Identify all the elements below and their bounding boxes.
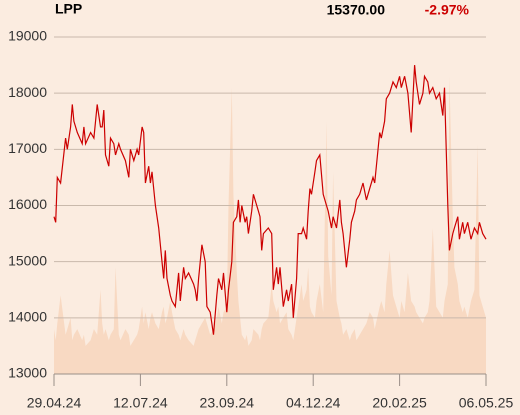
volume-area xyxy=(54,76,486,375)
y-tick-label: 18000 xyxy=(8,84,47,100)
last-price: 15370.00 xyxy=(327,2,386,18)
chart-title: LPP xyxy=(55,1,82,17)
x-tick-label: 06.05.25 xyxy=(459,395,514,411)
x-tick-label: 29.04.24 xyxy=(27,395,82,411)
price-change: -2.97% xyxy=(425,2,470,18)
y-tick-label: 17000 xyxy=(8,140,47,156)
y-tick-label: 13000 xyxy=(8,365,47,381)
x-tick-label: 20.02.25 xyxy=(372,395,427,411)
y-tick-label: 16000 xyxy=(8,196,47,212)
y-tick-label: 19000 xyxy=(8,28,47,44)
y-tick-label: 14000 xyxy=(8,309,47,325)
x-tick-label: 23.09.24 xyxy=(200,395,255,411)
x-tick-label: 04.12.24 xyxy=(286,395,341,411)
price-line xyxy=(53,65,487,335)
y-tick-label: 15000 xyxy=(8,252,47,268)
x-tick-label: 12.07.24 xyxy=(113,395,168,411)
